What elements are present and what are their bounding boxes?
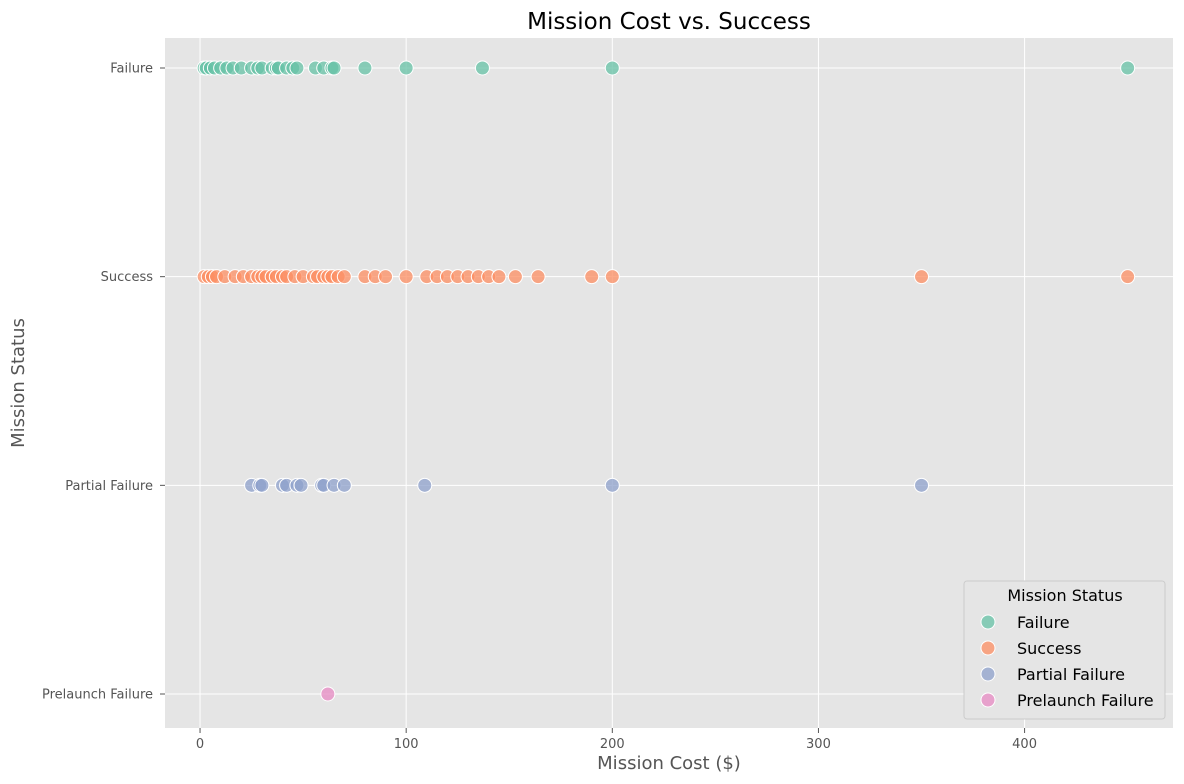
y-tick-label: Success	[101, 270, 154, 285]
data-point-partial-failure	[254, 477, 270, 493]
x-tick-labels: 0 100 200 300 400	[196, 728, 1037, 752]
legend-box	[963, 580, 1166, 720]
data-point-failure	[398, 60, 414, 76]
legend-marker-partial-failure	[980, 666, 996, 682]
data-point-failure	[474, 60, 490, 76]
data-point-success	[378, 269, 394, 285]
data-point-success	[1120, 269, 1136, 285]
y-tick-labels: Failure Success Partial Failure Prelaunch F…	[42, 62, 165, 703]
legend-label-success: Success	[1017, 639, 1081, 658]
x-tick-label: 400	[1012, 737, 1037, 752]
legend-label-prelaunch-failure: Prelaunch Failure	[1017, 691, 1154, 710]
data-point-success	[507, 269, 523, 285]
legend-label-partial-failure: Partial Failure	[1017, 665, 1125, 684]
legend-items: Failure Success Partial Failure Prelaunch F…	[980, 613, 1154, 710]
data-points	[196, 60, 1136, 702]
chart-title: Mission Cost vs. Success	[527, 9, 811, 35]
y-tick-label: Partial Failure	[65, 479, 153, 494]
data-point-partial-failure	[604, 477, 620, 493]
legend-marker-failure	[980, 614, 996, 630]
x-tick-label: 100	[394, 737, 419, 752]
y-tick-label: Failure	[110, 62, 153, 77]
data-point-success	[398, 269, 414, 285]
legend: Mission Status Failure Success Partial Fai…	[963, 580, 1166, 720]
data-point-failure	[326, 60, 342, 76]
x-axis-label: Mission Cost ($)	[597, 753, 741, 774]
legend-title: Mission Status	[1007, 586, 1122, 605]
data-point-failure	[604, 60, 620, 76]
y-tick-label: Prelaunch Failure	[42, 688, 153, 703]
data-point-partial-failure	[336, 477, 352, 493]
data-point-partial-failure	[914, 477, 930, 493]
data-point-partial-failure	[293, 477, 309, 493]
legend-label-failure: Failure	[1017, 613, 1070, 632]
data-point-partial-failure	[417, 477, 433, 493]
data-point-failure	[357, 60, 373, 76]
legend-marker-success	[980, 640, 996, 656]
data-point-failure	[1120, 60, 1136, 76]
data-point-failure	[289, 60, 305, 76]
legend-marker-prelaunch-failure	[980, 692, 996, 708]
data-point-success	[604, 269, 620, 285]
data-point-success	[584, 269, 600, 285]
x-tick-label: 300	[806, 737, 831, 752]
data-point-success	[530, 269, 546, 285]
x-tick-label: 0	[196, 737, 204, 752]
data-point-success	[914, 269, 930, 285]
data-point-success	[336, 269, 352, 285]
y-axis-label: Mission Status	[8, 318, 29, 448]
data-point-success	[491, 269, 507, 285]
x-tick-label: 200	[600, 737, 625, 752]
data-point-prelaunch-failure	[320, 686, 336, 702]
